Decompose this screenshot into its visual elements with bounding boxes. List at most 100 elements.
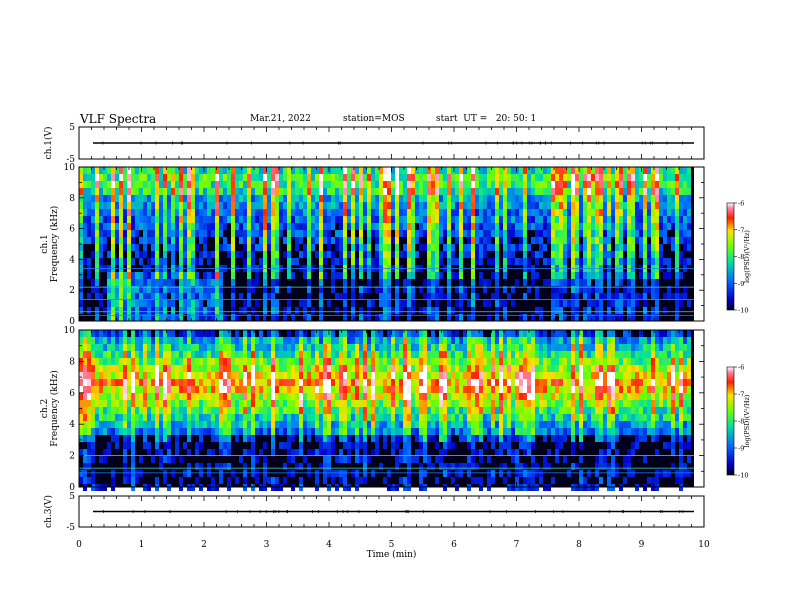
spectrogram-cell <box>267 216 271 223</box>
spectrogram-cell <box>95 344 99 351</box>
spectrogram-cell <box>643 230 647 237</box>
spectrogram-cell <box>219 188 223 195</box>
spectrogram-cell <box>439 372 443 379</box>
spectrogram-cell <box>87 456 91 463</box>
spectrogram-cell <box>203 400 207 407</box>
spectrogram-cell <box>311 337 315 344</box>
spectrogram-cell <box>299 209 303 216</box>
spectrogram-cell <box>571 237 575 244</box>
spectrogram-cell <box>355 244 359 251</box>
spectrogram-cell <box>455 202 459 209</box>
spectrogram-cell <box>379 167 383 174</box>
spectrogram-cell <box>107 358 111 365</box>
spectrogram-cell <box>259 237 263 244</box>
spectrogram-cell <box>583 167 587 174</box>
spectrogram-cell <box>587 251 591 258</box>
spectrogram-cell <box>171 456 175 463</box>
spectrogram-cell <box>419 216 423 223</box>
spectrogram-cell <box>219 393 223 400</box>
spectrogram-cell <box>479 209 483 216</box>
spectrogram-cell <box>131 358 135 365</box>
spectrogram-cell <box>275 223 279 230</box>
spectrogram-cell <box>351 293 355 300</box>
spectrogram-cell <box>647 195 651 202</box>
spectrogram-cell <box>615 286 619 293</box>
spectrogram-cell <box>87 393 91 400</box>
spectrogram-cell <box>263 365 267 372</box>
spectrogram-cell <box>455 421 459 428</box>
spectrogram-cell <box>311 244 315 251</box>
spectrogram-cell <box>679 223 683 230</box>
spectrogram-cell <box>359 344 363 351</box>
spectrogram-cell <box>519 386 523 393</box>
spectrogram-cell <box>347 330 351 337</box>
spectrogram-cell <box>107 414 111 421</box>
spectrogram-cell <box>175 414 179 421</box>
spectrogram-cell <box>207 188 211 195</box>
spectrogram-cell <box>159 300 163 307</box>
spectrogram-cell <box>491 188 495 195</box>
spectrogram-cell <box>547 195 551 202</box>
spectrogram-cell <box>599 258 603 265</box>
spectrogram-cell <box>363 393 367 400</box>
spectrogram-cell <box>279 216 283 223</box>
spectrogram-cell <box>91 330 95 337</box>
spectrogram-cell <box>171 470 175 477</box>
spectrogram-cell <box>403 195 407 202</box>
spectrogram-cell <box>551 244 555 251</box>
spectrogram-cell <box>323 470 327 477</box>
spectrogram-cell <box>251 181 255 188</box>
spectrogram-cell <box>503 314 507 321</box>
spectrogram-cell <box>543 456 547 463</box>
spectrogram-cell <box>99 202 103 209</box>
spectrogram-cell <box>555 344 559 351</box>
spectrogram-cell <box>403 456 407 463</box>
spectrogram-cell <box>515 202 519 209</box>
spectrogram-cell <box>119 237 123 244</box>
spectrogram-cell <box>467 237 471 244</box>
spectrogram-cell <box>187 216 191 223</box>
spectrogram-cell <box>343 456 347 463</box>
spectrogram-cell <box>195 279 199 286</box>
spectrogram-cell <box>567 230 571 237</box>
spectrogram-cell <box>419 230 423 237</box>
spectrogram-cell <box>239 421 243 428</box>
spectrogram-cell <box>443 251 447 258</box>
spectrogram-cell <box>499 344 503 351</box>
spectrogram-cell <box>143 393 147 400</box>
spectrogram-cell <box>391 344 395 351</box>
spectrogram-cell <box>211 293 215 300</box>
spectrogram-cell <box>255 379 259 386</box>
spectrogram-cell <box>399 202 403 209</box>
spectrogram-cell <box>131 365 135 372</box>
spectrogram-cell <box>395 365 399 372</box>
spectrogram-cell <box>247 407 251 414</box>
spectrogram-cell <box>211 351 215 358</box>
spectrogram-cell <box>311 181 315 188</box>
spectrogram-cell <box>283 337 287 344</box>
spectrogram-cell <box>571 195 575 202</box>
spectrogram-cell <box>411 286 415 293</box>
spectrogram-cell <box>459 286 463 293</box>
spectrogram-cell <box>91 400 95 407</box>
spectrogram-cell <box>379 365 383 372</box>
spectrogram-cell <box>223 372 227 379</box>
spectrogram-cell <box>555 279 559 286</box>
spectrogram-cell <box>195 258 199 265</box>
spectrogram-cell <box>155 230 159 237</box>
spectrogram-cell <box>599 167 603 174</box>
spectrogram-cell <box>411 307 415 314</box>
spectrogram-cell <box>347 449 351 456</box>
spectrogram-cell <box>139 372 143 379</box>
spectrogram-cell <box>195 421 199 428</box>
spectrogram-cell <box>535 414 539 421</box>
spectrogram-cell <box>391 251 395 258</box>
spectrogram-cell <box>343 202 347 209</box>
spectrogram-cell <box>119 337 123 344</box>
spectrogram-cell <box>547 223 551 230</box>
spectrogram-cell <box>531 393 535 400</box>
spectrogram-cell <box>171 330 175 337</box>
spectrogram-cell <box>655 314 659 321</box>
spectrogram-cell <box>523 330 527 337</box>
spectrogram-cell <box>255 470 259 477</box>
